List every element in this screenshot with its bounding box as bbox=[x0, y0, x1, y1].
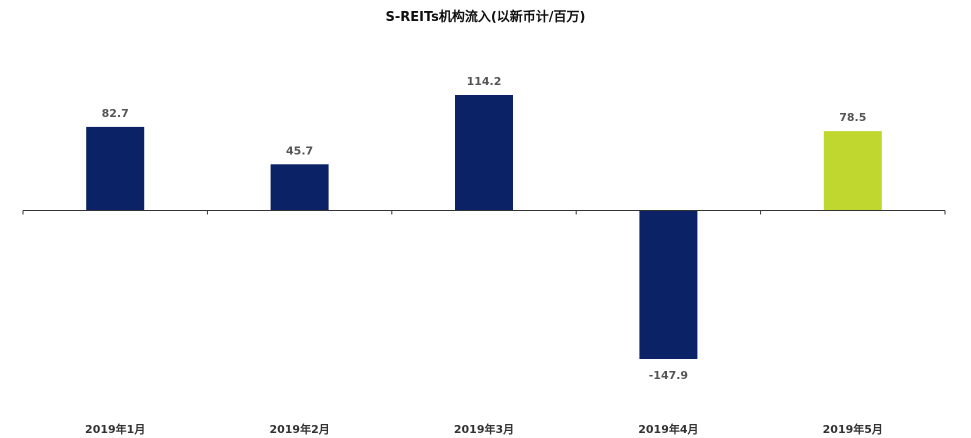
data-label-2: 45.7 bbox=[286, 144, 313, 157]
bar-1 bbox=[86, 126, 145, 211]
bar-3 bbox=[455, 95, 513, 211]
bar-5 bbox=[823, 131, 882, 211]
chart-title: S-REITs机构流入(以新币计/百万) bbox=[385, 10, 586, 25]
x-tick-label-2: 2019年2月 bbox=[269, 422, 329, 436]
data-label-5: 78.5 bbox=[839, 111, 866, 124]
bar-2 bbox=[270, 164, 329, 211]
x-tick-label-4: 2019年4月 bbox=[638, 422, 698, 436]
x-tick-label-3: 2019年3月 bbox=[454, 422, 514, 436]
x-tick-label-1: 2019年1月 bbox=[85, 422, 145, 436]
data-label-1: 82.7 bbox=[102, 107, 129, 120]
x-tick-label-5: 2019年5月 bbox=[823, 422, 883, 436]
bar-4 bbox=[639, 210, 698, 359]
data-label-3: 114.2 bbox=[467, 75, 502, 88]
data-label-4: -147.9 bbox=[649, 369, 688, 382]
